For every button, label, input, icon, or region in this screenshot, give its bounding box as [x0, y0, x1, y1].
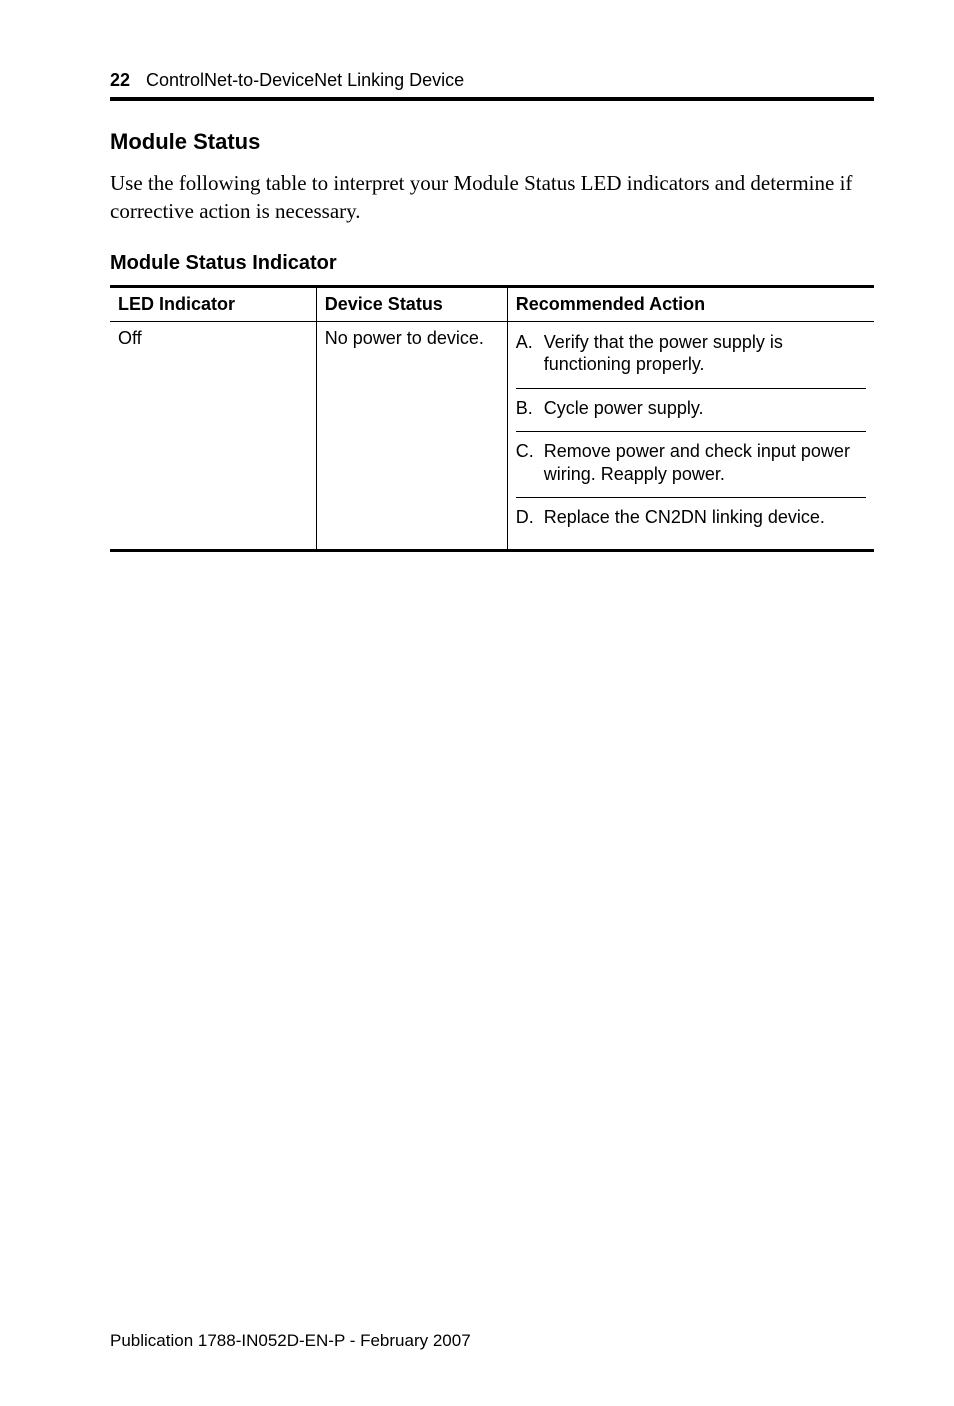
cell-led: Off: [110, 321, 316, 550]
action-marker: A.: [516, 331, 536, 376]
list-item: D. Replace the CN2DN linking device.: [516, 497, 866, 541]
table-row: Off No power to device. A. Verify that t…: [110, 321, 874, 550]
tbody: Off No power to device. A. Verify that t…: [110, 321, 874, 550]
action-list: A. Verify that the power supply is funct…: [516, 328, 866, 541]
action-text: Remove power and check input power wirin…: [544, 440, 866, 485]
footer: Publication 1788-IN052D-EN-P - February …: [110, 1331, 471, 1351]
cell-actions: A. Verify that the power supply is funct…: [507, 321, 874, 550]
table-caption: Module Status Indicator: [110, 252, 874, 275]
list-item: B. Cycle power supply.: [516, 388, 866, 432]
header-rule: [110, 97, 874, 101]
page-number: 22: [110, 70, 130, 91]
action-text: Replace the CN2DN linking device.: [544, 506, 825, 529]
th-led: LED Indicator: [110, 286, 316, 321]
list-item: A. Verify that the power supply is funct…: [516, 328, 866, 388]
section-paragraph: Use the following table to interpret you…: [110, 169, 874, 226]
running-head: 22 ControlNet-to-DeviceNet Linking Devic…: [110, 70, 874, 91]
action-text: Cycle power supply.: [544, 397, 704, 420]
action-marker: B.: [516, 397, 536, 420]
status-table: LED Indicator Device Status Recommended …: [110, 285, 874, 552]
action-text: Verify that the power supply is function…: [544, 331, 866, 376]
action-marker: C.: [516, 440, 536, 485]
th-status: Device Status: [316, 286, 507, 321]
action-marker: D.: [516, 506, 536, 529]
footer-prefix: Publication: [110, 1331, 198, 1350]
footer-code: 1788-IN052D-EN-P - February 2007: [198, 1331, 471, 1350]
cell-status: No power to device.: [316, 321, 507, 550]
thead: LED Indicator Device Status Recommended …: [110, 286, 874, 321]
doc-title: ControlNet-to-DeviceNet Linking Device: [146, 70, 464, 91]
list-item: C. Remove power and check input power wi…: [516, 431, 866, 497]
header-row: LED Indicator Device Status Recommended …: [110, 286, 874, 321]
th-action: Recommended Action: [507, 286, 874, 321]
section-heading: Module Status: [110, 129, 874, 155]
